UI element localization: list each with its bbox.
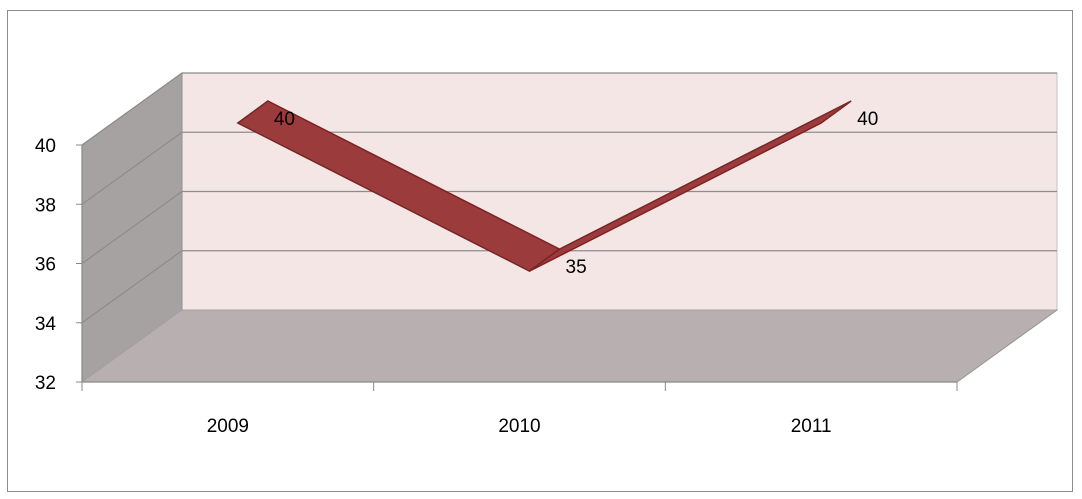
- data-label: 40: [274, 109, 295, 130]
- chart-labels: 40 35 40: [274, 109, 878, 278]
- chart-axes: 32 34 36 38 40 2009 2010 2011: [35, 136, 1058, 437]
- chart-series: [236, 100, 852, 273]
- x-tick-label: 2011: [791, 416, 832, 437]
- y-tick-label: 32: [35, 373, 56, 394]
- series-ribbon-segment: [529, 100, 852, 272]
- data-label: 40: [857, 109, 878, 130]
- x-tick-label: 2009: [207, 416, 249, 437]
- x-tick-label: 2010: [498, 416, 540, 437]
- y-tick-label: 38: [35, 195, 56, 216]
- y-tick-label: 36: [35, 255, 56, 276]
- chart-floor: [80, 309, 1059, 383]
- gridline: [81, 250, 183, 324]
- gridline: [81, 191, 183, 264]
- y-tick-label: 40: [35, 136, 56, 157]
- data-label: 35: [566, 257, 587, 278]
- gridline: [81, 131, 183, 205]
- floor-edge: [956, 309, 1058, 383]
- gridline: [81, 72, 183, 146]
- y-tick-label: 34: [35, 314, 57, 335]
